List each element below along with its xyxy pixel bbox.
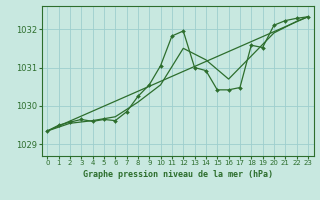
- X-axis label: Graphe pression niveau de la mer (hPa): Graphe pression niveau de la mer (hPa): [83, 170, 273, 179]
